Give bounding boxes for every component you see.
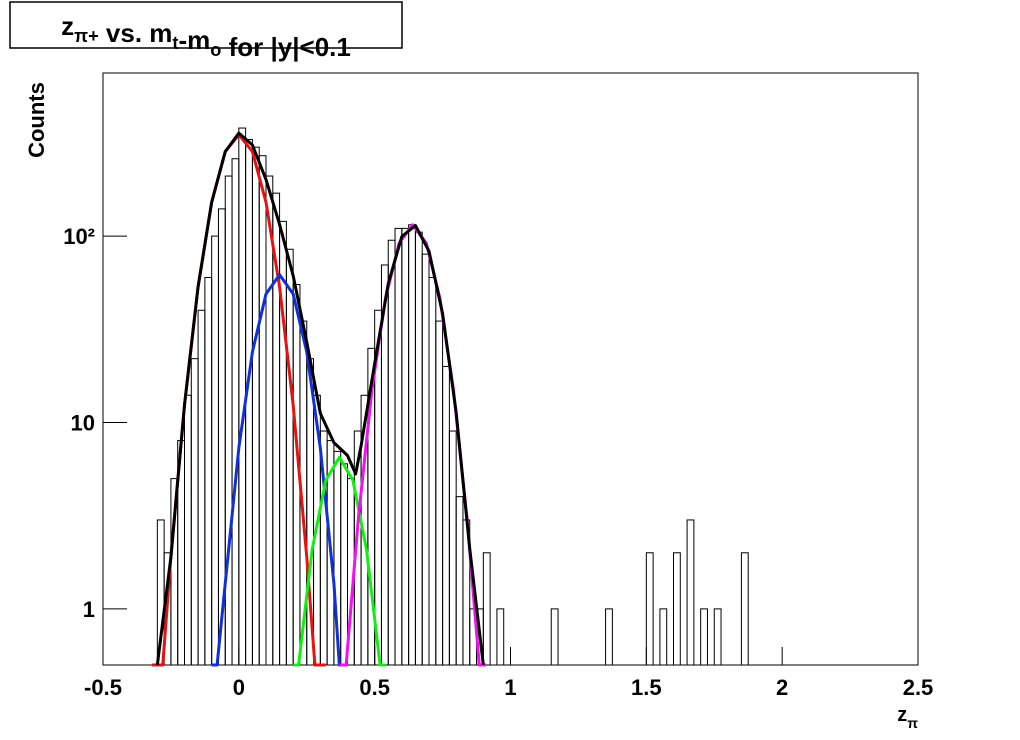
histogram-bin: [713, 608, 722, 666]
x-tick-label: -0.5: [84, 675, 122, 700]
text-run: z: [897, 704, 907, 726]
y-tick-label: 1: [83, 597, 95, 622]
text-run: -m: [178, 25, 210, 55]
title-box: [9, 1, 403, 49]
subscript: o: [210, 40, 221, 60]
histogram-bin: [496, 608, 505, 666]
histogram-bin: [686, 519, 695, 666]
text-run: vs. m: [99, 18, 173, 48]
chart-title: zπ+ vs. mt-mo for |y|<0.1: [61, 11, 351, 62]
fit-curve: [211, 273, 348, 667]
histogram-bin: [740, 552, 749, 666]
text-run: for |y|<0.1: [221, 32, 350, 62]
histogram-bin: [550, 608, 559, 666]
x-tick-label: 2.5: [903, 675, 934, 700]
x-tick-label: 0.5: [359, 675, 390, 700]
histogram-bin: [482, 552, 491, 666]
fit-curve: [293, 455, 386, 667]
histogram-bin: [659, 608, 668, 666]
x-axis-label: zπ: [897, 704, 918, 731]
y-axis-label: Counts: [24, 82, 49, 158]
x-tick-label: 0: [233, 675, 245, 700]
histogram-bin: [605, 608, 613, 666]
x-tick-label: 1.5: [631, 675, 662, 700]
x-tick-label: 1: [504, 675, 516, 700]
subscript: π+: [74, 26, 99, 46]
y-tick-label: 10²: [63, 224, 95, 249]
histogram-bin: [645, 552, 654, 666]
subscript: t: [172, 33, 178, 53]
histogram-bin: [673, 552, 681, 666]
text-run: z: [61, 11, 74, 41]
histogram-bin: [700, 608, 708, 666]
y-tick-label: 10: [71, 410, 95, 435]
fit-curve: [155, 131, 485, 666]
subscript: π: [907, 715, 918, 731]
x-tick-label: 2: [776, 675, 788, 700]
